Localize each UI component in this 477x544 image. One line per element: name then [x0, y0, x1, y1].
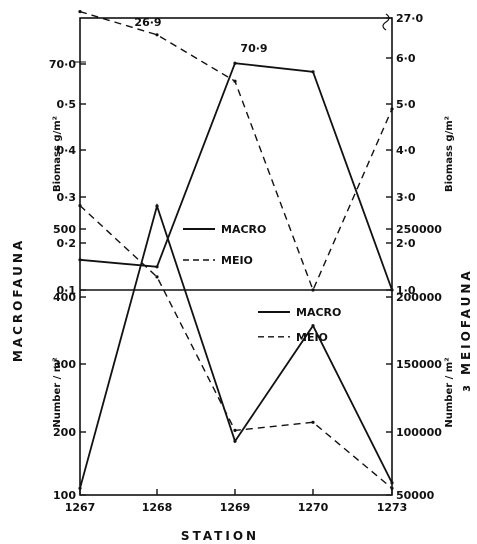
biomass-right-tick-label: 3·0: [396, 191, 416, 204]
biomass-left-axis-label: Biomass g/m²: [52, 116, 63, 192]
axis-break-mark: [382, 13, 390, 31]
number-right-tick-label: 50000: [396, 489, 435, 502]
biomass-right-tick-label: 5·0: [396, 98, 416, 111]
biomass-left-tick-label: 0·1: [57, 284, 77, 297]
biomass-meio-point: [233, 79, 237, 83]
right-axis-title-main: MEIOFAUNA: [459, 268, 473, 375]
number-macro-point: [155, 204, 159, 208]
number-right-tick-label: 100000: [396, 426, 442, 439]
annotation-meio-peak: 26·9: [134, 16, 161, 29]
number-macro-point: [78, 486, 82, 490]
number-macro-point: [390, 481, 394, 485]
biomass-legend-label: MACRO: [221, 223, 266, 236]
number-meio-point: [390, 486, 394, 490]
number-series-meio-line: [79, 205, 393, 489]
number-macro-point: [311, 324, 315, 328]
biomass-right-tick-label: 1·0: [396, 284, 416, 297]
biomass-left-tick-label: 0·2: [57, 237, 77, 250]
biomass-right-axis-label: Biomass g/m²: [444, 116, 455, 192]
biomass-meio-point: [155, 33, 159, 37]
number-legend-label: MEIO: [296, 331, 328, 344]
number-left-tick-label: 400: [53, 291, 76, 304]
number-right-tick-label: 250000: [396, 223, 442, 236]
right-axis-title: ɜ MEIOFAUNA: [459, 268, 473, 391]
number-legend-label: MACRO: [296, 306, 341, 319]
plot-frame: [79, 17, 393, 496]
biomass-right-tick-label: 4·0: [396, 144, 416, 157]
biomass-right-tick-label: 2·0: [396, 237, 416, 250]
biomass-left-tick-label: 0·4: [57, 144, 77, 157]
biomass-left-tick-label: 0·3: [57, 191, 77, 204]
number-right-axis-label: Number / m²: [444, 357, 455, 427]
biomass-meio-point: [390, 107, 394, 111]
right-axis-title-prefix: ɜ: [459, 382, 473, 392]
biomass-left-tick-label: 70·0: [49, 58, 76, 71]
biomass-right-tick-label: 6·0: [396, 52, 416, 65]
number-macro-point: [233, 439, 237, 443]
biomass-macro-point: [311, 70, 315, 74]
annotation-macro-peak: 70·9: [240, 42, 267, 55]
biomass-left-tick-label: 0·5: [57, 98, 77, 111]
biomass-macro-point: [390, 288, 394, 292]
number-left-tick-label: 200: [53, 426, 76, 439]
biomass-right-tick-label: 27·0: [396, 12, 423, 25]
number-meio-point: [78, 204, 82, 208]
number-meio-point: [155, 275, 159, 279]
biomass-macro-point: [78, 258, 82, 262]
biomass-meio-point: [311, 288, 315, 292]
number-left-axis-label: Number / m²: [52, 357, 63, 427]
number-right-tick-label: 150000: [396, 358, 442, 371]
number-meio-point: [233, 428, 237, 432]
x-tick-label: 1267: [65, 501, 96, 514]
biomass-meio-point: [78, 10, 82, 14]
number-left-tick-label: 300: [53, 358, 76, 371]
number-left-tick-label: 500: [53, 223, 76, 236]
number-left-tick-label: 100: [53, 489, 76, 502]
x-tick-label: 1273: [377, 501, 408, 514]
x-tick-label: 1269: [220, 501, 251, 514]
x-tick-label: 1268: [142, 501, 173, 514]
number-meio-point: [311, 420, 315, 424]
x-axis-title: STATION: [181, 529, 259, 543]
number-right-tick-label: 200000: [396, 291, 442, 304]
biomass-macro-point: [233, 61, 237, 65]
biomass-legend-label: MEIO: [221, 254, 253, 267]
biomass-macro-point: [155, 265, 159, 269]
x-tick-label: 1270: [298, 501, 329, 514]
left-axis-title: MACROFAUNA: [11, 238, 25, 362]
